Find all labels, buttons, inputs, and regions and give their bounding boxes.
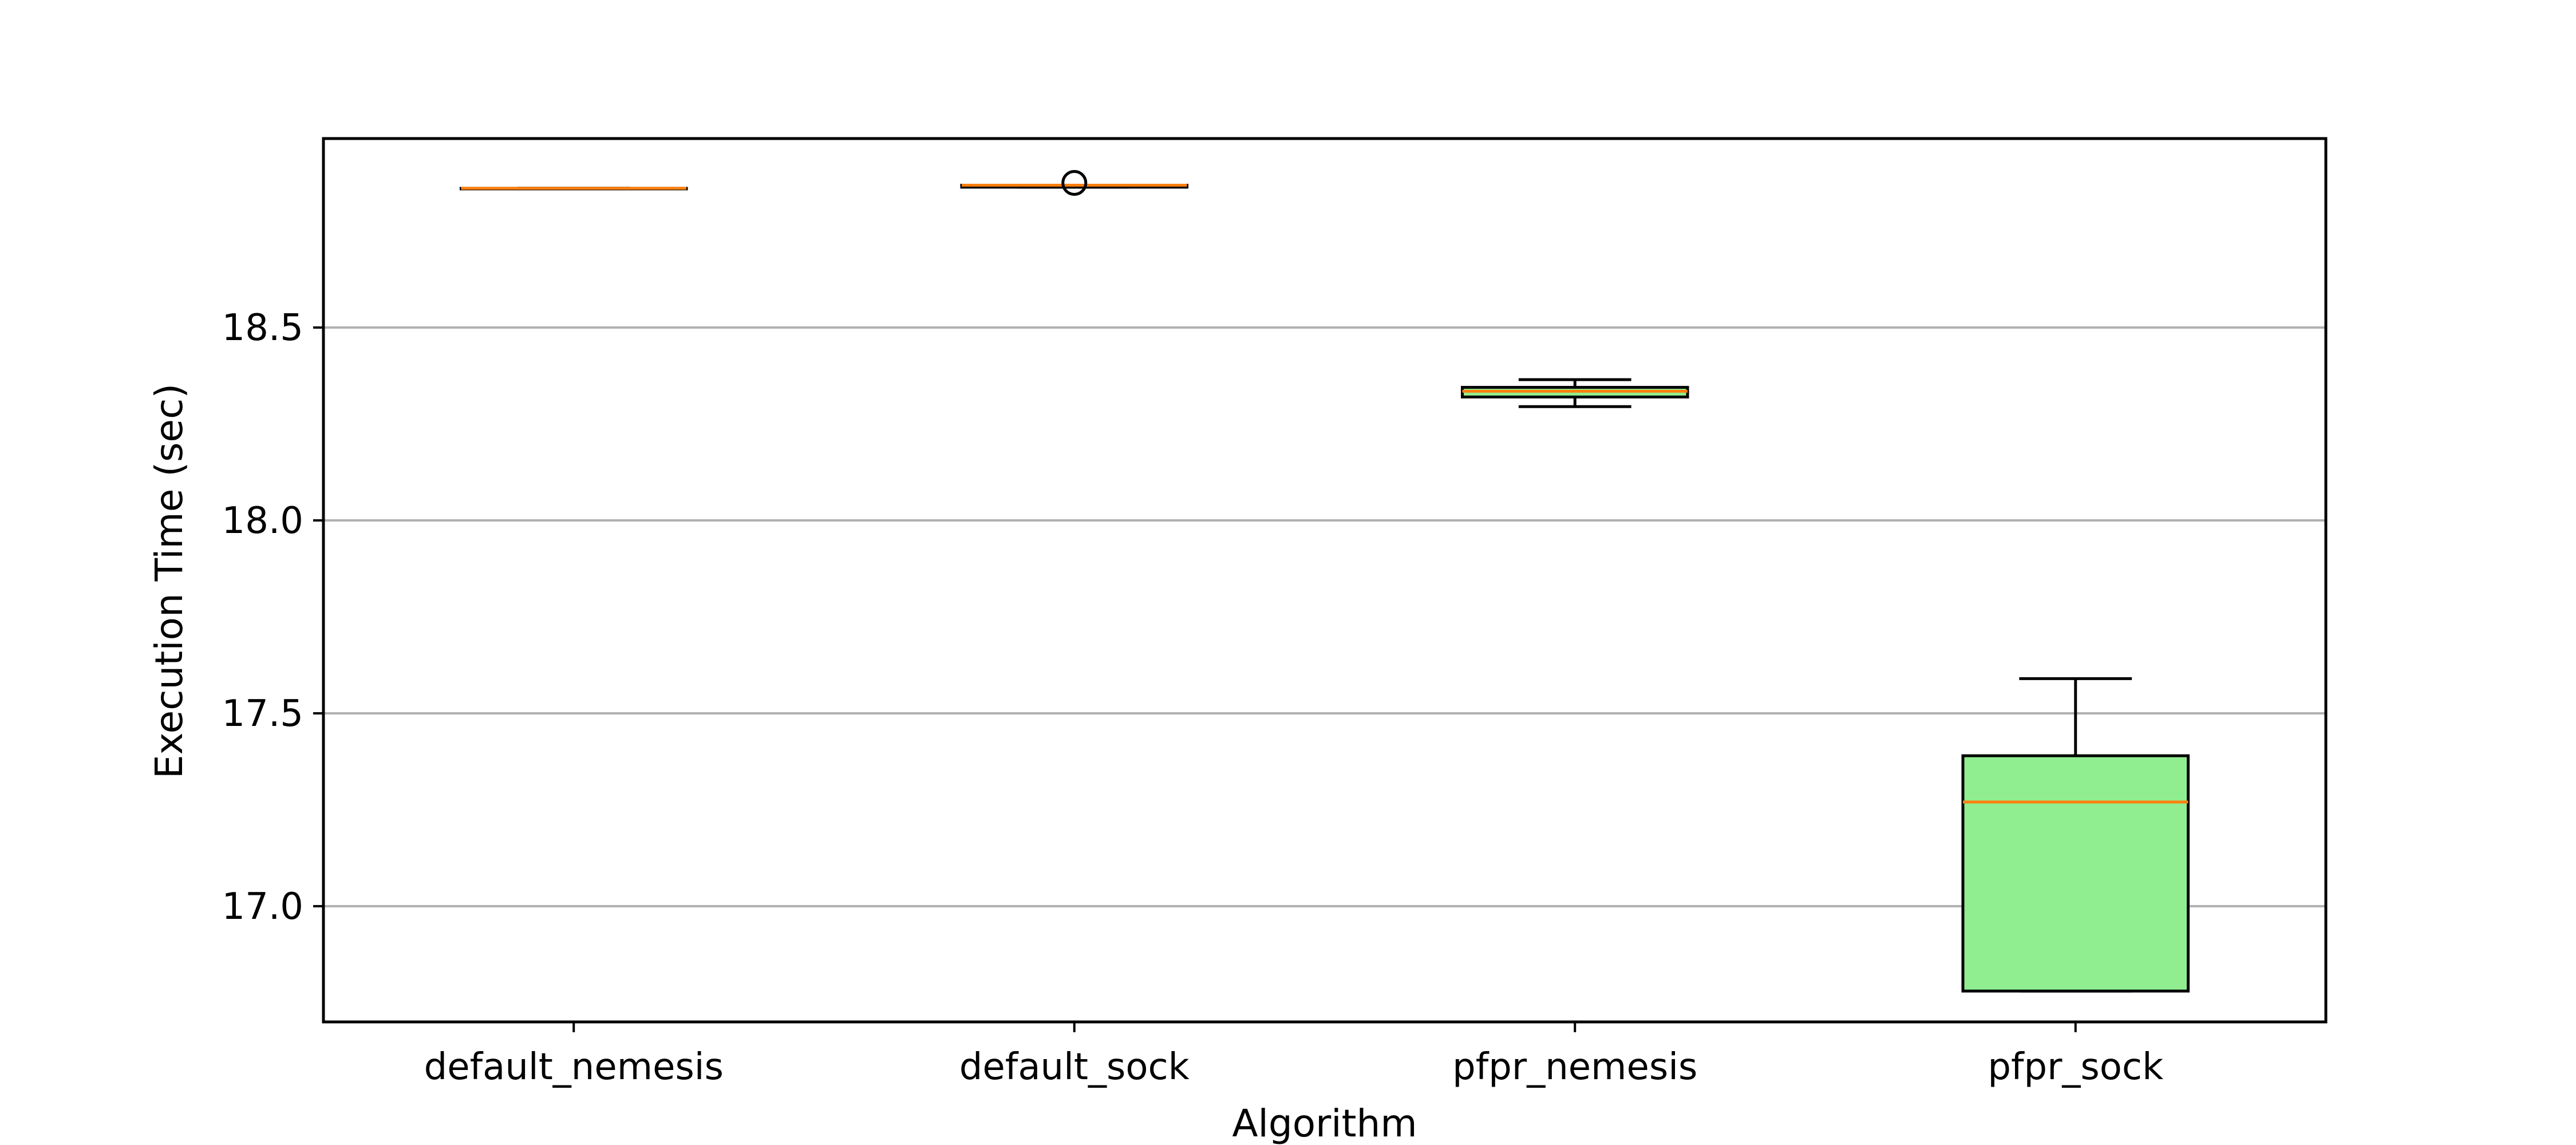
box-default_sock (960, 169, 1189, 196)
y-tick-label: 18.0 (222, 500, 304, 542)
y-tick-label: 17.5 (222, 693, 304, 735)
y-tick-label: 18.5 (222, 307, 304, 349)
x-axis-label: Algorithm (1232, 1101, 1417, 1145)
box-pfpr_nemesis (1460, 378, 1689, 408)
x-tick-label: pfpr_nemesis (1452, 1046, 1697, 1088)
tick-labels: default_nemesis default_sock pfpr_nemesis p… (222, 307, 2164, 1088)
x-tick-label: default_sock (959, 1046, 1190, 1088)
y-tick-label: 17.0 (222, 886, 304, 928)
box-body (1961, 754, 2190, 993)
y-axis-label: Execution Time (sec) (147, 384, 191, 779)
outlier-point (1061, 169, 1088, 196)
boxes (459, 169, 2190, 993)
x-tick-label: default_nemesis (424, 1046, 724, 1088)
plot-frame (322, 137, 2328, 1024)
box-default_nemesis (459, 187, 688, 191)
x-tick-label: pfpr_sock (1988, 1046, 2163, 1088)
box-pfpr_sock (1961, 677, 2190, 993)
axes (313, 137, 2328, 1032)
